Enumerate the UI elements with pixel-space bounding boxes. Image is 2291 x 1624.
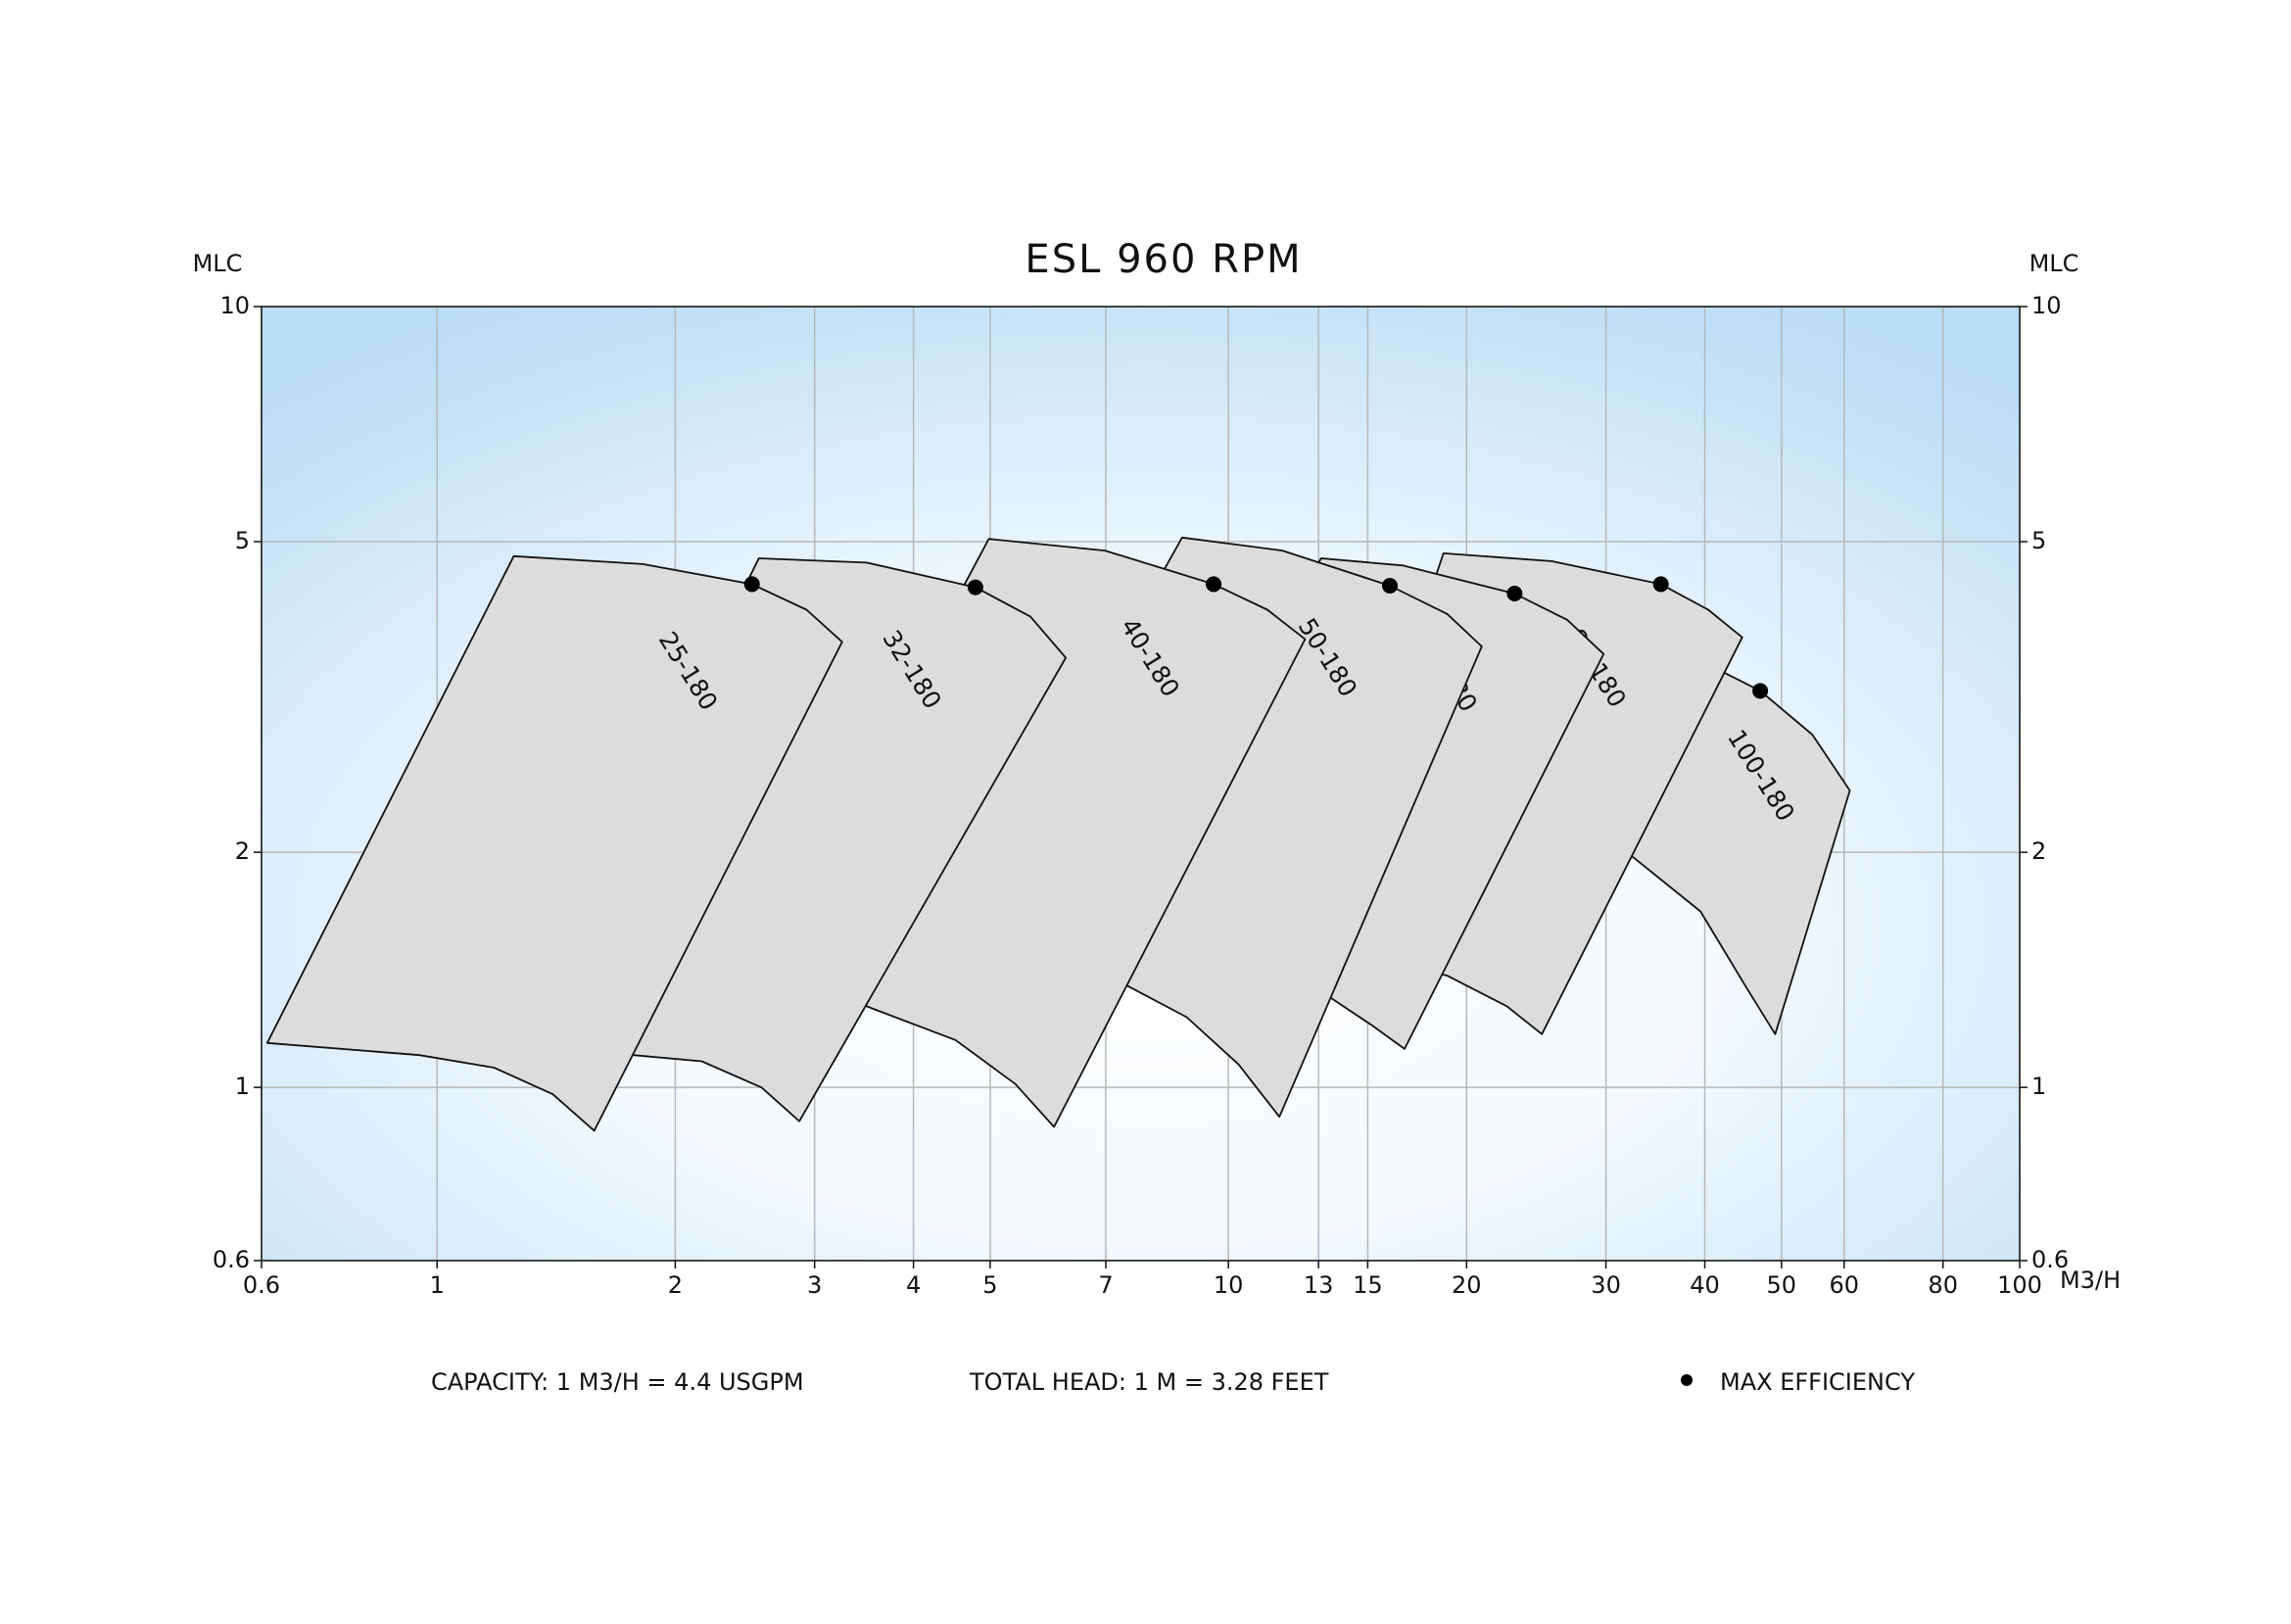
x-tick-label: 4	[906, 1271, 921, 1299]
x-tick-label: 60	[1829, 1271, 1859, 1299]
x-tick-label: 10	[1214, 1271, 1244, 1299]
capacity-note: CAPACITY: 1 M3/H = 4.4 USGPM	[431, 1368, 804, 1396]
y2-axis-label: MLC	[2029, 250, 2079, 277]
pump-region	[265, 554, 843, 1132]
max-efficiency-point	[1382, 578, 1399, 595]
x-tick-label: 100	[1997, 1271, 2042, 1299]
y2-tick-label: 2	[2031, 837, 2046, 865]
y-tick-label: 1	[235, 1073, 250, 1100]
regions: 100-18080-18065-18050-18040-18032-18025-…	[265, 536, 1851, 1132]
legend-marker	[1681, 1374, 1693, 1386]
x-axis-label: M3/H	[2060, 1266, 2121, 1294]
y-tick-label: 5	[235, 527, 250, 554]
x-tick-label: 5	[982, 1271, 997, 1299]
y-tick-label: 10	[219, 292, 250, 319]
x-tick-label: 80	[1928, 1271, 1958, 1299]
max-efficiency-point	[743, 576, 760, 593]
plot-frame	[261, 306, 2021, 1262]
y2-tick-label: 1	[2031, 1073, 2046, 1100]
x-tick-label: 2	[668, 1271, 683, 1299]
chart-title: ESL 960 RPM	[1025, 237, 1302, 282]
x-tick-label: 20	[1452, 1271, 1482, 1299]
y2-tick-label: 10	[2031, 292, 2062, 319]
max-efficiency-point	[1206, 576, 1222, 593]
x-tick-label: 50	[1767, 1271, 1797, 1299]
x-tick-label: 3	[807, 1271, 822, 1299]
x-tick-label: 1	[430, 1271, 445, 1299]
max-efficiency-point	[1506, 585, 1523, 601]
max-efficiency-point	[1652, 576, 1669, 593]
x-tick-label: 7	[1098, 1271, 1113, 1299]
y2-tick-label: 5	[2031, 527, 2046, 554]
y2-tick-label: 0.6	[2031, 1246, 2069, 1273]
head-note: TOTAL HEAD: 1 M = 3.28 FEET	[969, 1368, 1329, 1396]
max-efficiency-point	[1752, 683, 1769, 699]
x-tick-label: 15	[1353, 1271, 1383, 1299]
legend-label: MAX EFFICIENCY	[1720, 1368, 1915, 1396]
y-tick-label: 2	[235, 837, 250, 865]
y-axis-label: MLC	[193, 250, 243, 277]
x-tick-label: 40	[1690, 1271, 1720, 1299]
y-tick-label: 0.6	[213, 1246, 250, 1273]
x-tick-label: 0.6	[243, 1271, 280, 1299]
max-efficiency-point	[967, 579, 983, 596]
x-tick-label: 30	[1591, 1271, 1621, 1299]
x-tick-label: 13	[1304, 1271, 1334, 1299]
